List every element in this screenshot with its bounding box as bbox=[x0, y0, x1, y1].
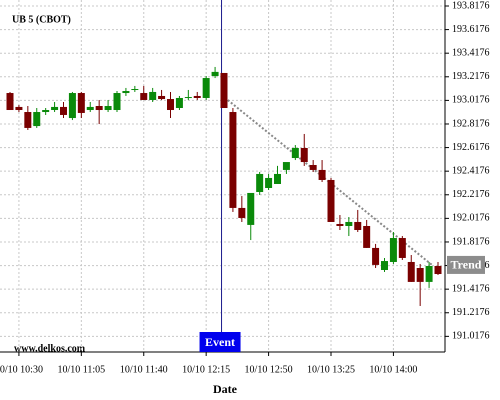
x-tick-label: 10/10 13:25 bbox=[307, 364, 355, 375]
candle-body bbox=[265, 177, 273, 189]
candle-body bbox=[229, 112, 237, 208]
trend-label: Trend bbox=[451, 258, 482, 272]
x-tick-label: 10/10 14:00 bbox=[369, 364, 417, 375]
candle-body bbox=[184, 97, 192, 99]
trend-line bbox=[220, 94, 433, 266]
candle-body bbox=[354, 221, 362, 231]
candle-body bbox=[193, 95, 201, 98]
candle-body bbox=[15, 106, 23, 111]
candle-body bbox=[77, 93, 85, 113]
candle-body bbox=[336, 223, 344, 226]
candle-body bbox=[274, 173, 281, 184]
y-tick-label: 192.6176 bbox=[452, 142, 490, 153]
candle-body bbox=[33, 112, 41, 127]
candle-body bbox=[416, 267, 424, 282]
candle-body bbox=[60, 106, 67, 115]
candle-body bbox=[247, 192, 255, 225]
candle-body bbox=[202, 78, 210, 98]
x-tick-label: 10/10 12:50 bbox=[245, 364, 293, 375]
y-tick-label: 191.8176 bbox=[452, 236, 490, 247]
chart-title: UB 5 (CBOT) bbox=[12, 14, 71, 25]
candle-body bbox=[24, 112, 32, 128]
y-tick-label: 192.4176 bbox=[452, 165, 490, 176]
candle-body bbox=[407, 261, 415, 282]
candle-body bbox=[42, 110, 50, 113]
candle-body bbox=[51, 106, 59, 111]
candle-body bbox=[434, 265, 442, 275]
y-tick-label: 192.0176 bbox=[452, 213, 490, 224]
trend-label-box bbox=[447, 255, 485, 274]
y-tick-label: 192.2176 bbox=[452, 189, 490, 200]
candle-body bbox=[256, 173, 264, 193]
candle-body bbox=[86, 106, 94, 111]
candle-body bbox=[220, 72, 228, 109]
y-tick-label: 192.8176 bbox=[452, 118, 490, 129]
y-tick-label: 193.6176 bbox=[452, 24, 490, 35]
y-tick-label: 193.8176 bbox=[452, 0, 490, 11]
candle-body bbox=[425, 265, 433, 282]
candle-body bbox=[149, 91, 157, 100]
candle-body bbox=[140, 93, 148, 100]
y-tick-label: 193.0176 bbox=[452, 95, 490, 106]
y-tick-label: 191.2176 bbox=[452, 307, 490, 318]
candle-body bbox=[167, 99, 174, 111]
candle-body bbox=[211, 71, 219, 77]
y-tick-label: 191.4176 bbox=[452, 283, 490, 294]
candle-body bbox=[238, 207, 246, 218]
candle-body bbox=[363, 225, 371, 248]
candle-body bbox=[282, 162, 290, 170]
x-axis-label: Date bbox=[213, 382, 238, 396]
x-tick-label: 10/10 11:40 bbox=[120, 364, 168, 375]
watermark: www.delkos.com bbox=[14, 343, 86, 354]
candle-body bbox=[372, 247, 380, 265]
y-tick-label: 193.2176 bbox=[452, 71, 490, 82]
event-label: Event bbox=[205, 335, 235, 349]
y-tick-label: 193.4176 bbox=[452, 47, 490, 58]
event-label-box bbox=[199, 332, 241, 352]
x-tick-label: 10/10 10:30 bbox=[0, 364, 43, 375]
candle-body bbox=[113, 93, 121, 111]
candle-body bbox=[327, 179, 335, 222]
candle-body bbox=[318, 169, 326, 180]
candle-body bbox=[345, 221, 353, 226]
candle-body bbox=[104, 106, 112, 111]
candle-body bbox=[122, 91, 130, 94]
candle-body bbox=[300, 148, 308, 163]
candle-body bbox=[381, 261, 388, 271]
candle-body bbox=[398, 238, 406, 258]
candle-body bbox=[95, 106, 103, 111]
candle-body bbox=[291, 148, 299, 159]
candle-body bbox=[158, 95, 166, 100]
candle-body bbox=[6, 93, 14, 111]
candle-body bbox=[131, 89, 139, 91]
candle-body bbox=[389, 238, 397, 262]
candle-body bbox=[68, 93, 76, 119]
x-tick-label: 10/10 12:15 bbox=[182, 364, 230, 375]
candle-body bbox=[309, 164, 317, 170]
x-tick-label: 10/10 11:05 bbox=[57, 364, 105, 375]
candle-body bbox=[175, 97, 183, 109]
y-tick-label: 191.0176 bbox=[452, 331, 490, 342]
